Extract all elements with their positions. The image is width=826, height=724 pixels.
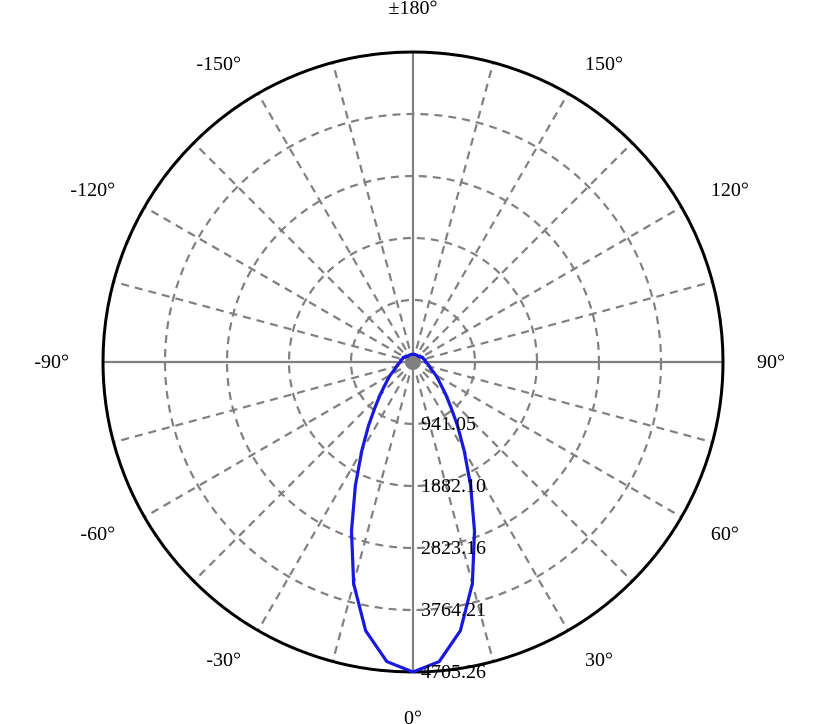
grid-spoke xyxy=(413,94,568,362)
angle-label: 150° xyxy=(585,53,623,75)
grid-spoke xyxy=(413,282,712,362)
grid-spoke xyxy=(333,362,413,661)
grid-spoke xyxy=(413,143,632,362)
angle-label: ±180° xyxy=(389,0,438,19)
radial-tick-label: 2823.16 xyxy=(421,537,486,559)
radial-tick-label: 1882.10 xyxy=(421,475,486,497)
grid-spoke xyxy=(114,282,413,362)
grid-spoke xyxy=(258,94,413,362)
angle-label: -30° xyxy=(206,649,241,671)
radial-tick-label: 3764.21 xyxy=(421,599,486,621)
polar-chart: 941.05 1882.10 2823.16 3764.21 4705.26 ±180° -… xyxy=(0,0,826,724)
angle-label: -60° xyxy=(80,523,115,545)
radial-tick-label: 4705.26 xyxy=(421,661,486,683)
angle-label: 60° xyxy=(711,523,739,545)
angle-label: -150° xyxy=(196,53,241,75)
angle-label: -120° xyxy=(70,179,115,201)
grid-spoke xyxy=(194,143,413,362)
grid-spoke xyxy=(413,207,681,362)
grid-spoke xyxy=(145,207,413,362)
polar-chart-svg: 941.05 1882.10 2823.16 3764.21 4705.26 ±180° -… xyxy=(0,0,826,724)
radial-tick-label: 941.05 xyxy=(421,413,476,435)
grid-spoke xyxy=(333,63,413,362)
angle-label: 90° xyxy=(757,351,785,373)
grid-spoke xyxy=(258,362,413,630)
grid-spoke xyxy=(413,63,493,362)
angle-label: 30° xyxy=(585,649,613,671)
center-marker xyxy=(407,356,419,368)
angle-label: 120° xyxy=(711,179,749,201)
grid-spoke xyxy=(145,362,413,517)
angle-label: -90° xyxy=(34,351,69,373)
angle-label: 0° xyxy=(404,707,422,724)
